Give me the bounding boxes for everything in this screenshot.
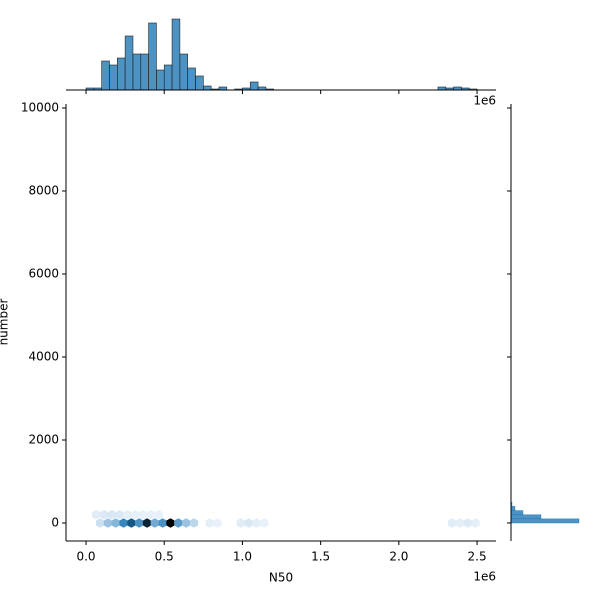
x-tick-label: 1.0: [233, 550, 252, 564]
hex-cell: [213, 518, 222, 528]
hex-cell: [150, 518, 159, 528]
marginal-bar: [187, 67, 196, 91]
hex-cell: [115, 509, 124, 520]
y-tick-label: 10000: [21, 100, 59, 114]
hex-cell: [244, 518, 253, 528]
hex-cell: [471, 518, 480, 528]
hex-cell: [103, 518, 113, 528]
x-tick-label: 1.5: [311, 550, 330, 564]
marginal-bar: [109, 64, 118, 91]
hex-cell: [260, 518, 269, 528]
y-tick-label: 6000: [28, 266, 59, 280]
marginal-bar: [195, 75, 204, 91]
hex-cell: [154, 509, 163, 520]
marginal-bar: [132, 53, 142, 91]
marginal-bar: [171, 18, 181, 91]
marginal-bar: [249, 81, 259, 91]
hex-cell: [127, 518, 136, 528]
x-tick-label: 2.5: [468, 550, 487, 564]
hex-cell: [158, 518, 167, 528]
hex-cell: [92, 509, 101, 520]
hex-cell: [119, 518, 128, 528]
y-tick-label: 4000: [28, 349, 59, 363]
hex-cell: [146, 509, 156, 520]
hex-cell: [95, 518, 105, 528]
marginal-bar: [510, 518, 580, 524]
hex-cell: [252, 518, 261, 528]
marginal-bar: [124, 35, 134, 91]
marginal-bar: [148, 22, 157, 91]
y-tick-label: 0: [51, 515, 59, 529]
x-tick-label: 2.0: [389, 550, 408, 564]
marginal-bar: [510, 510, 524, 515]
hex-cell: [463, 518, 472, 528]
x-tick-label: 0.5: [155, 550, 174, 564]
marginal-bar: [510, 514, 542, 520]
marginal-bar: [179, 53, 188, 91]
hex-cell: [99, 509, 109, 520]
hex-cell: [131, 509, 140, 520]
hex-cell: [455, 518, 465, 528]
marginal-bar: [117, 57, 126, 91]
hex-cell: [111, 518, 120, 528]
marginal-bar: [510, 506, 516, 511]
x-axis-label: N50: [269, 571, 293, 585]
marginal-bar: [203, 85, 212, 91]
hex-cell: [135, 518, 144, 528]
hex-cell: [142, 518, 152, 528]
hex-cell: [189, 518, 199, 528]
x-offset-label: 1e6: [473, 570, 496, 584]
y-axis-label: number: [0, 299, 11, 346]
marginal-bar: [163, 64, 173, 91]
y-tick-label: 2000: [28, 432, 59, 446]
hex-cell: [107, 509, 116, 520]
hex-cell: [123, 509, 132, 520]
hex-cell: [236, 518, 246, 528]
hex-cell: [174, 518, 183, 528]
marginal-bar: [140, 53, 149, 91]
x-tick-label: 0.0: [76, 550, 95, 564]
y-tick-label: 8000: [28, 183, 59, 197]
x-offset-label: 1e6: [473, 94, 496, 108]
hex-cell: [166, 518, 175, 528]
hex-cell: [205, 518, 214, 528]
marginal-bar: [101, 60, 110, 91]
hex-cell: [447, 518, 457, 528]
marginal-bar: [156, 69, 165, 91]
hex-cell: [138, 509, 148, 520]
hex-cell: [181, 518, 191, 528]
